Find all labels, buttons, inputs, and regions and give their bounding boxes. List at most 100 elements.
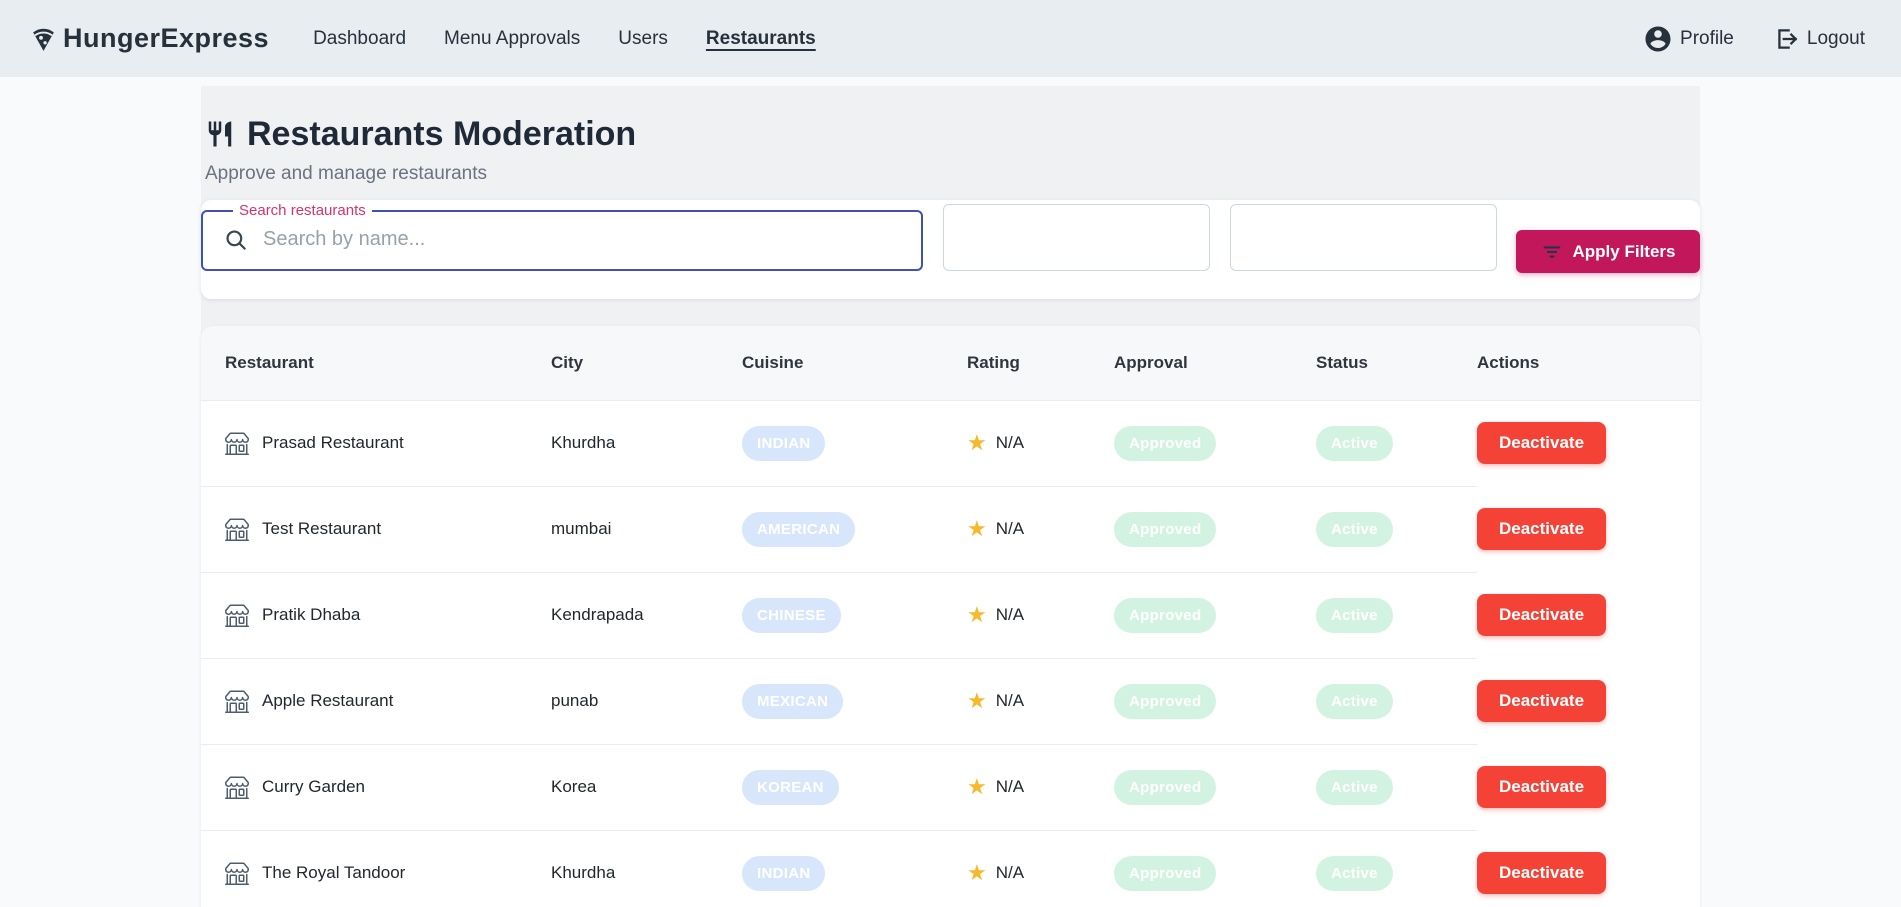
restaurant-name: Curry Garden	[262, 777, 365, 796]
approval-badge: Approved	[1114, 597, 1217, 633]
cuisine-badge: INDIAN	[742, 855, 826, 891]
restaurant-city: Kendrapada	[551, 605, 644, 624]
search-field-label: Search restaurants	[239, 202, 366, 219]
apply-filters-button[interactable]: Apply Filters	[1516, 230, 1700, 273]
table-row: Curry Garden Korea KOREAN ★ N/A Approved…	[201, 744, 1700, 831]
restaurant-rating: N/A	[995, 777, 1025, 796]
search-input[interactable]	[263, 228, 905, 251]
page-title: Restaurants Moderation	[201, 112, 1700, 156]
restaurant-rating: N/A	[995, 691, 1025, 710]
main-nav: Dashboard Menu Approvals Users Restauran…	[313, 28, 816, 50]
deactivate-button[interactable]: Deactivate	[1477, 508, 1607, 550]
table-row: Prasad Restaurant Khurdha INDIAN ★ N/A A…	[201, 400, 1700, 487]
filters-card: Search restaurants Apply Filters	[201, 200, 1700, 299]
restaurant-rating: N/A	[995, 863, 1025, 882]
star-icon: ★	[967, 430, 987, 455]
restaurant-rating: N/A	[995, 519, 1025, 538]
nav-item-dashboard[interactable]: Dashboard	[313, 27, 407, 49]
restaurant-name: Test Restaurant	[262, 519, 382, 538]
table-row: Test Restaurant mumbai AMERICAN ★ N/A Ap…	[201, 486, 1700, 573]
fork-knife-icon	[205, 119, 235, 149]
restaurant-city: Khurdha	[551, 863, 616, 882]
status-badge: Active	[1316, 597, 1393, 633]
restaurant-city: Khurdha	[551, 433, 616, 452]
logout-icon	[1774, 26, 1800, 52]
approval-badge: Approved	[1114, 855, 1217, 891]
deactivate-button[interactable]: Deactivate	[1477, 422, 1607, 465]
approval-badge: Approved	[1114, 683, 1217, 719]
storefront-icon	[225, 775, 249, 799]
nav-item-menu-approvals[interactable]: Menu Approvals	[444, 27, 581, 49]
storefront-icon	[225, 603, 249, 627]
col-header-city: City	[551, 326, 742, 401]
col-header-status: Status	[1316, 326, 1477, 401]
page-title-text: Restaurants Moderation	[247, 115, 637, 153]
approval-badge: Approved	[1114, 425, 1217, 461]
brand-name: HungerExpress	[63, 23, 270, 53]
restaurant-rating: N/A	[995, 605, 1025, 624]
cuisine-badge: KOREAN	[742, 769, 839, 805]
brand-logo[interactable]: HungerExpress	[30, 23, 269, 54]
cuisine-badge: AMERICAN	[742, 511, 856, 547]
status-badge: Active	[1316, 855, 1393, 891]
deactivate-button[interactable]: Deactivate	[1477, 852, 1607, 894]
filter-icon	[1541, 241, 1563, 263]
profile-label: Profile	[1680, 27, 1734, 49]
storefront-icon	[225, 861, 249, 885]
logout-button[interactable]: Logout	[1774, 26, 1865, 52]
page-subtitle: Approve and manage restaurants	[205, 163, 488, 184]
restaurant-city: mumbai	[551, 519, 612, 538]
deactivate-button[interactable]: Deactivate	[1477, 594, 1607, 636]
storefront-icon	[225, 517, 249, 541]
star-icon: ★	[967, 516, 987, 541]
filter-select-1[interactable]	[943, 204, 1210, 271]
status-badge: Active	[1316, 425, 1393, 461]
status-badge: Active	[1316, 683, 1393, 719]
star-icon: ★	[967, 860, 987, 885]
table-row: Apple Restaurant punab MEXICAN ★ N/A App…	[201, 658, 1700, 745]
cuisine-badge: MEXICAN	[742, 683, 844, 719]
logout-label: Logout	[1806, 27, 1865, 49]
table-header-row: Restaurant City Cuisine Rating Approval …	[201, 326, 1700, 401]
cuisine-badge: INDIAN	[742, 425, 826, 461]
person-circle-icon	[1643, 24, 1673, 54]
nav-item-restaurants[interactable]: Restaurants	[705, 27, 816, 49]
col-header-actions: Actions	[1477, 326, 1700, 401]
pizza-icon	[30, 25, 57, 52]
star-icon: ★	[967, 774, 987, 799]
restaurant-name: Prasad Restaurant	[262, 433, 404, 452]
restaurant-name: Apple Restaurant	[262, 691, 394, 710]
restaurant-rating: N/A	[995, 433, 1025, 452]
page-container: Restaurants Moderation Approve and manag…	[201, 86, 1700, 907]
table-row: Pratik Dhaba Kendrapada CHINESE ★ N/A Ap…	[201, 572, 1700, 659]
profile-button[interactable]: Profile	[1643, 24, 1734, 54]
restaurant-city: punab	[551, 691, 599, 710]
restaurants-table: Restaurant City Cuisine Rating Approval …	[201, 326, 1700, 907]
storefront-icon	[225, 431, 249, 455]
nav-item-users[interactable]: Users	[618, 27, 668, 49]
deactivate-button[interactable]: Deactivate	[1477, 680, 1607, 722]
storefront-icon	[225, 689, 249, 713]
approval-badge: Approved	[1114, 769, 1217, 805]
col-header-cuisine: Cuisine	[742, 326, 967, 401]
restaurant-city: Korea	[551, 777, 597, 796]
col-header-restaurant: Restaurant	[201, 326, 551, 401]
restaurants-table-card: Restaurant City Cuisine Rating Approval …	[201, 326, 1700, 907]
restaurant-name: Pratik Dhaba	[262, 605, 361, 624]
col-header-approval: Approval	[1114, 326, 1316, 401]
apply-filters-label: Apply Filters	[1572, 241, 1676, 261]
cuisine-badge: CHINESE	[742, 597, 841, 633]
restaurant-name: The Royal Tandoor	[262, 863, 406, 882]
status-badge: Active	[1316, 511, 1393, 547]
top-navbar: HungerExpress Dashboard Menu Approvals U…	[0, 0, 1901, 77]
col-header-rating: Rating	[967, 326, 1114, 401]
restaurant-table-body: Prasad Restaurant Khurdha INDIAN ★ N/A A…	[201, 400, 1700, 907]
star-icon: ★	[967, 602, 987, 627]
approval-badge: Approved	[1114, 511, 1217, 547]
search-field: Search restaurants	[201, 203, 923, 271]
deactivate-button[interactable]: Deactivate	[1477, 766, 1607, 808]
search-icon	[223, 227, 249, 253]
status-badge: Active	[1316, 769, 1393, 805]
star-icon: ★	[967, 688, 987, 713]
filter-select-2[interactable]	[1230, 204, 1497, 271]
